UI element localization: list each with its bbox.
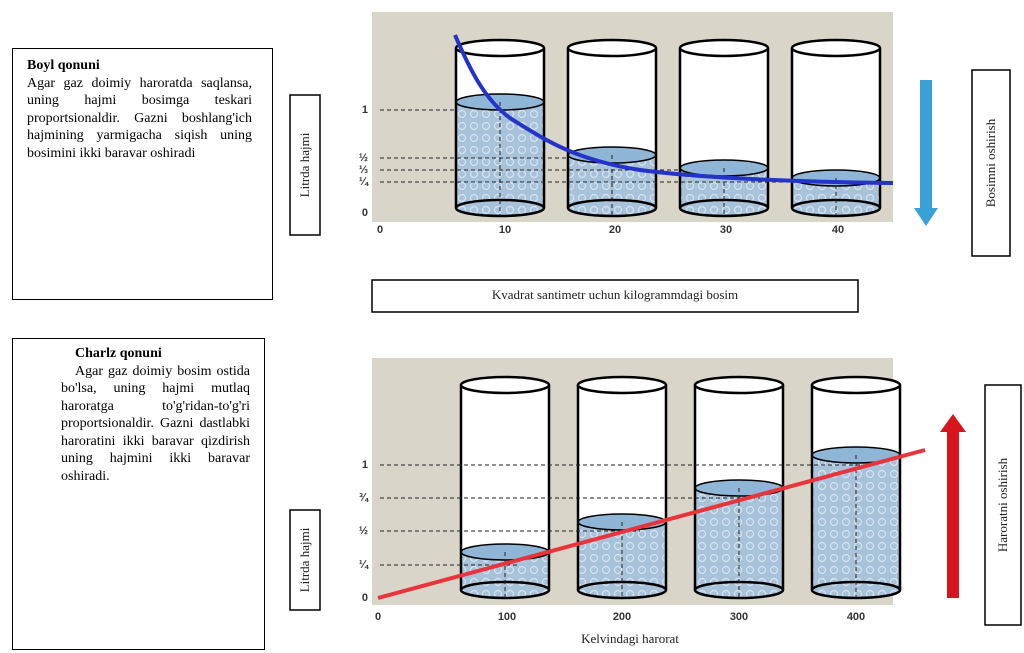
side-label: Bosimni oshirish — [983, 118, 998, 207]
arrow — [940, 414, 966, 432]
x-tick-label: 100 — [498, 611, 516, 623]
page: 1½⅓¼00102030401¾½¼00100200300400 Litrda … — [0, 0, 1024, 653]
x-tick-label: 0 — [375, 611, 381, 623]
cylinder-top — [792, 40, 880, 56]
x-tick-label: 400 — [847, 611, 865, 623]
cylinder-top — [680, 40, 768, 56]
paragraph: Agar gaz doimiy haroratda saqlansa, unin… — [27, 75, 252, 163]
x-tick-label: 20 — [609, 224, 621, 236]
y-label: Litrda hajmi — [297, 132, 312, 197]
arrow — [947, 430, 959, 598]
title: Charlz qonuni — [75, 345, 250, 363]
title: Boyl qonuni — [27, 57, 252, 75]
cylinder-top — [812, 377, 900, 393]
arrow — [914, 208, 938, 226]
y-tick-label: ¾ — [359, 492, 369, 504]
text-box: Boyl qonuni Agar gaz doimiy haroratda sa… — [12, 48, 273, 300]
y-label: Litrda hajmi — [297, 527, 312, 592]
x-label: Kelvindagi harorat — [581, 631, 679, 646]
cylinder-top — [695, 377, 783, 393]
y-tick-label: ½ — [359, 152, 368, 164]
cylinder-top — [568, 40, 656, 56]
x-tick-label: 10 — [499, 224, 511, 236]
y-tick-label: ¼ — [359, 559, 369, 571]
y-tick-label: ⅓ — [359, 164, 368, 176]
y-tick-label: 0 — [362, 592, 368, 604]
y-tick-label: ½ — [359, 525, 368, 537]
x-tick-label: 40 — [832, 224, 844, 236]
cylinder-top — [456, 40, 544, 56]
y-tick-label: 1 — [362, 104, 368, 116]
y-tick-label: 0 — [362, 207, 368, 219]
text-box: Charlz qonuni Agar gaz doimiy bosim osti… — [12, 338, 265, 650]
x-tick-label: 300 — [730, 611, 748, 623]
x-label: Kvadrat santimetr uchun kilogrammdagi bo… — [492, 287, 738, 302]
x-tick-label: 200 — [613, 611, 631, 623]
y-tick-label: 1 — [362, 459, 368, 471]
cylinder-top — [461, 377, 549, 393]
x-tick-label: 30 — [720, 224, 732, 236]
y-tick-label: ¼ — [359, 176, 369, 188]
x-tick-label: 0 — [377, 224, 383, 236]
paragraph: Agar gaz doimiy bosim ostida bo'lsa, uni… — [61, 363, 250, 486]
side-label: Haroratni oshirish — [995, 457, 1010, 552]
arrow — [920, 80, 932, 210]
cylinder-top — [578, 377, 666, 393]
